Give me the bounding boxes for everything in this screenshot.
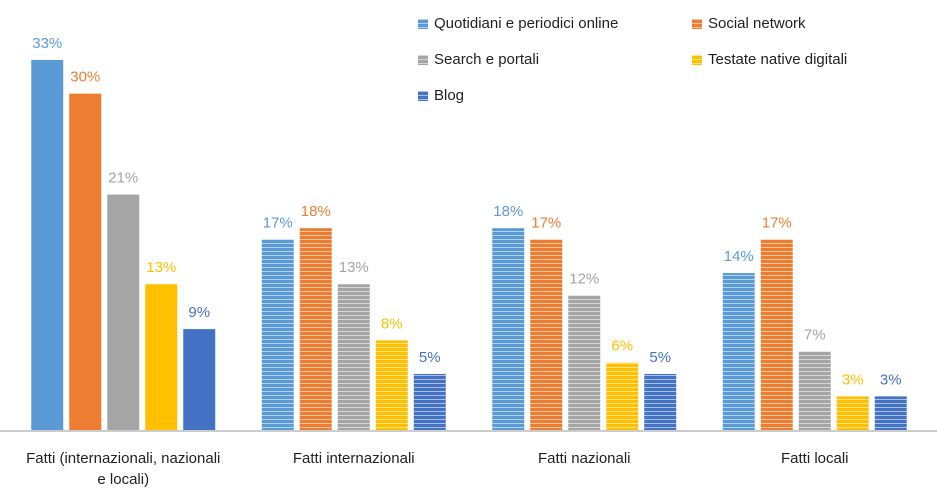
value-label: 5% <box>419 349 441 366</box>
value-label: 17% <box>263 214 293 231</box>
bar <box>145 284 178 430</box>
bar <box>760 239 793 430</box>
value-label: 33% <box>32 35 62 52</box>
bar <box>31 60 64 430</box>
bar <box>261 239 294 430</box>
bar <box>530 239 563 430</box>
bar <box>69 93 102 431</box>
bar <box>798 351 831 430</box>
legend-label: Search e portali <box>434 51 539 68</box>
legend-swatch <box>692 19 702 29</box>
legend-swatch <box>418 19 428 29</box>
value-label: 13% <box>339 259 369 276</box>
value-label: 21% <box>108 170 138 187</box>
legend-label: Testate native digitali <box>708 51 847 68</box>
x-tick-label: Fatti internazionali <box>292 450 415 467</box>
value-label: 13% <box>146 259 176 276</box>
value-label: 17% <box>762 214 792 231</box>
bar <box>299 228 332 430</box>
bar <box>836 396 869 430</box>
value-label: 6% <box>611 338 633 355</box>
value-label: 7% <box>804 326 826 343</box>
legend-swatch <box>692 55 702 65</box>
bar <box>606 362 639 430</box>
value-label: 3% <box>880 371 902 388</box>
value-label: 30% <box>70 69 100 86</box>
bar <box>722 273 755 430</box>
bar <box>183 329 216 430</box>
bar <box>337 284 370 430</box>
x-tick-label: Fatti (internazionali, nazionali e local… <box>26 450 221 488</box>
bar <box>568 295 601 430</box>
value-label: 5% <box>649 349 671 366</box>
value-label: 17% <box>531 214 561 231</box>
value-label: 14% <box>724 248 754 265</box>
x-tick-label: Fatti nazionali <box>537 450 631 467</box>
legend-label: Blog <box>434 87 464 104</box>
bar <box>874 396 907 430</box>
bar <box>644 373 677 430</box>
value-label: 18% <box>301 203 331 220</box>
value-label: 18% <box>493 203 523 220</box>
bar <box>375 340 408 430</box>
legend-swatch <box>418 91 428 101</box>
legend-label: Quotidiani e periodici online <box>434 15 618 32</box>
x-tick-label: Fatti locali <box>780 450 849 467</box>
value-label: 12% <box>569 270 599 287</box>
bar <box>492 228 525 430</box>
value-label: 3% <box>842 371 864 388</box>
bar <box>107 194 140 430</box>
value-label: 9% <box>188 304 210 321</box>
legend-label: Social network <box>708 15 806 32</box>
legend-swatch <box>418 55 428 65</box>
value-label: 8% <box>381 315 403 332</box>
bar <box>413 373 446 430</box>
